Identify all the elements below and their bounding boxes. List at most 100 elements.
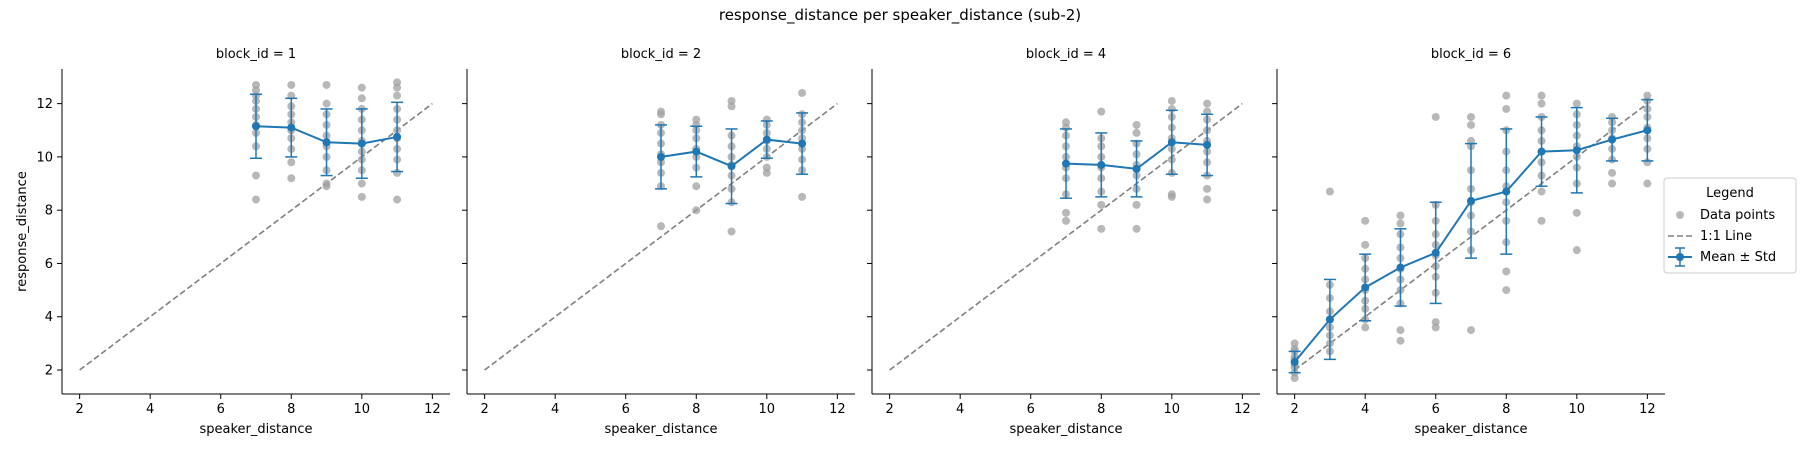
x-tick-label: 6	[217, 402, 225, 417]
data-point	[287, 158, 296, 167]
x-tick-label: 6	[1027, 402, 1035, 417]
panel-3: block_id = 4 2 4 6 8 10 12 speaker_distance	[867, 47, 1260, 437]
data-point	[692, 206, 701, 215]
identity-line	[79, 102, 433, 371]
y-tick-label: 8	[45, 204, 53, 219]
mean-point	[1396, 263, 1405, 272]
data-point	[1203, 99, 1212, 108]
data-point	[1097, 107, 1106, 116]
data-point	[727, 227, 736, 236]
data-point	[1537, 187, 1546, 196]
mean-point	[322, 138, 331, 147]
data-point	[1572, 246, 1581, 255]
mean-point	[1361, 283, 1370, 292]
y-tick-label: 6	[45, 257, 53, 272]
x-tick-label: 6	[622, 402, 630, 417]
data-point	[1537, 216, 1546, 225]
legend-marker-points	[1676, 211, 1684, 219]
data-point	[393, 195, 402, 204]
data-point	[692, 115, 701, 124]
data-point	[1537, 99, 1546, 108]
data-point	[1502, 91, 1511, 100]
mean-point	[692, 147, 701, 156]
data-point	[322, 99, 331, 108]
panel-2: block_id = 2 2 4 6 8 10 12 speaker_distance	[462, 47, 855, 437]
data-point	[1097, 224, 1106, 233]
data-point	[1572, 99, 1581, 108]
figure-title: response_distance per speaker_distance (…	[719, 6, 1081, 25]
x-tick-label: 8	[1502, 402, 1510, 417]
data-point	[1396, 219, 1405, 228]
x-tick-label: 2	[75, 402, 83, 417]
data-point	[1396, 211, 1405, 220]
x-axis-label: speaker_distance	[200, 422, 313, 437]
x-tick-label: 12	[829, 402, 846, 417]
data-point	[1062, 216, 1070, 225]
mean-point	[1132, 164, 1141, 173]
data-point	[1396, 336, 1405, 345]
x-tick-label: 12	[424, 402, 441, 417]
data-point	[692, 182, 701, 191]
x-tick-label: 10	[1569, 402, 1586, 417]
legend-title: Legend	[1706, 186, 1754, 201]
panel-title: block_id = 2	[621, 47, 701, 62]
x-tick-label: 4	[1361, 402, 1369, 417]
mean-point	[657, 152, 665, 161]
data-point	[1203, 184, 1212, 193]
x-tick-label: 10	[1164, 402, 1181, 417]
data-point	[357, 83, 366, 92]
data-point	[393, 91, 402, 100]
y-tick-label: 10	[36, 150, 53, 165]
data-point	[252, 171, 260, 180]
data-point	[1325, 187, 1334, 196]
panel-title: block_id = 1	[216, 47, 296, 62]
panel-title: block_id = 6	[1431, 47, 1511, 62]
panel-title: block_id = 4	[1026, 47, 1106, 62]
data-point	[1431, 112, 1440, 121]
x-tick-label: 2	[1290, 402, 1298, 417]
mean-point	[1097, 160, 1106, 169]
mean-point	[1537, 147, 1546, 156]
data-point	[357, 179, 366, 188]
data-point	[1643, 179, 1652, 188]
panel-4: block_id = 6 2 4 6 8 10 12 speaker_distance	[1272, 47, 1665, 437]
mean-point	[393, 132, 402, 141]
data-point	[357, 192, 366, 201]
data-point	[1502, 104, 1511, 113]
mean-point	[1203, 140, 1212, 149]
x-tick-label: 6	[1432, 402, 1440, 417]
legend-marker-dot	[1676, 253, 1684, 261]
x-tick-label: 4	[146, 402, 154, 417]
legend-frame	[1663, 177, 1797, 274]
mean-std-series	[1060, 109, 1214, 199]
x-tick-label: 10	[759, 402, 776, 417]
mean-point	[252, 122, 260, 131]
data-point	[1203, 195, 1212, 204]
data-point	[1167, 190, 1176, 199]
data-point	[1396, 326, 1405, 335]
data-point	[287, 174, 296, 183]
identity-line	[484, 102, 838, 371]
legend-label: Mean ± Std	[1700, 250, 1776, 265]
data-point	[1132, 128, 1141, 137]
data-point	[657, 107, 665, 116]
x-axis-label: speaker_distance	[1010, 422, 1123, 437]
data-point	[322, 80, 331, 89]
data-point	[1097, 200, 1106, 209]
data-point	[1361, 323, 1370, 332]
data-point	[357, 94, 366, 103]
x-tick-label: 10	[354, 402, 371, 417]
x-tick-label: 8	[692, 402, 700, 417]
data-point	[1608, 179, 1617, 188]
data-point	[1361, 216, 1370, 225]
data-point	[252, 195, 260, 204]
panels: block_id = 1 2 4 6 8 10 12 2 4 6 8 10 12 speaker_dist…	[15, 47, 1665, 437]
x-tick-label: 2	[885, 402, 893, 417]
data-point	[1572, 208, 1581, 217]
x-axis-label: speaker_distance	[1415, 422, 1528, 437]
x-tick-label: 8	[287, 402, 295, 417]
data-point	[322, 179, 331, 188]
mean-std-series	[655, 112, 809, 205]
mean-point	[1572, 146, 1581, 155]
